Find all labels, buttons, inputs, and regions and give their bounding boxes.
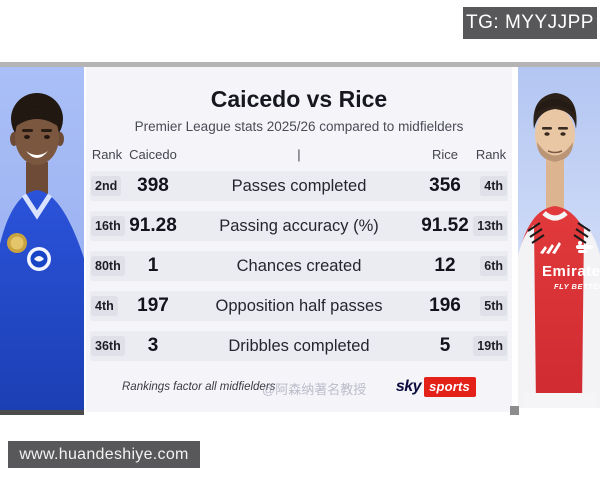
tg-watermark-box: TG: MYYJJPP	[463, 7, 597, 39]
graphic-top-border	[0, 62, 600, 67]
header-player-left: Caicedo	[129, 147, 177, 162]
stats-graphic: Caicedo vs Rice Premier League stats 202…	[0, 62, 600, 415]
value-right: 12	[434, 255, 456, 276]
corner-mark	[510, 406, 519, 415]
sky-sports-logo: sky sports	[396, 377, 476, 397]
value-left: 398	[137, 175, 169, 196]
header-player-right: Rice	[431, 147, 458, 162]
value-right: 91.52	[421, 215, 469, 236]
rank-badge-right: 5th	[480, 296, 507, 316]
arsenal-cannon-crest-icon	[576, 241, 593, 253]
table-row: 80th 1 Chances created 12 6th	[90, 251, 508, 281]
rice-illustration	[518, 93, 600, 408]
table-row: 4th 197 Opposition half passes 196 5th	[90, 291, 508, 321]
caicedo-illustration	[0, 93, 84, 410]
rank-badge-right: 6th	[480, 256, 507, 276]
stat-label: Dribbles completed	[228, 336, 370, 355]
panel-footer: Rankings factor all midfielders @阿森纳著名教授…	[90, 377, 508, 397]
photo-left-bottom-edge	[0, 410, 84, 415]
tg-watermark-label: TG: MYYJJPP	[466, 12, 594, 33]
website-watermark-box: www.huandeshiye.com	[8, 441, 200, 468]
value-right: 196	[429, 295, 461, 316]
sports-logo-word: sports	[424, 377, 476, 397]
rankings-note: Rankings factor all midfielders	[122, 381, 276, 393]
stat-label: Chances created	[236, 256, 362, 275]
header-rank-right: Rank	[475, 147, 507, 162]
rank-badge-left: 4th	[91, 296, 118, 316]
value-left: 3	[147, 335, 159, 356]
value-right: 356	[429, 175, 461, 196]
table-row: 16th 91.28 Passing accuracy (%) 91.52 13…	[90, 211, 508, 241]
header-divider: |	[297, 147, 301, 162]
rank-badge-left: 36th	[91, 336, 125, 356]
shirt-sponsor-text: Emirates	[542, 263, 600, 280]
player-photo-left-caicedo	[0, 67, 84, 410]
table-header-row: Rank Caicedo | Rice Rank	[90, 147, 508, 162]
adidas-logo-icon	[540, 242, 561, 254]
chelsea-crest-icon	[27, 247, 51, 271]
weibo-watermark: @阿森纳著名教授	[262, 382, 367, 397]
value-right: 5	[439, 335, 451, 356]
rank-badge-left: 80th	[91, 256, 125, 276]
page-subtitle: Premier League stats 2025/26 compared to…	[134, 119, 464, 134]
page-title: Caicedo vs Rice	[210, 86, 388, 112]
table-row: 2nd 398 Passes completed 356 4th	[90, 171, 508, 201]
website-watermark-label: www.huandeshiye.com	[19, 445, 189, 463]
header-rank-left: Rank	[91, 147, 123, 162]
stats-panel: Caicedo vs Rice Premier League stats 202…	[86, 67, 512, 412]
value-left: 1	[147, 255, 159, 276]
stat-label: Passes completed	[231, 176, 367, 195]
rank-badge-right: 4th	[480, 176, 507, 196]
smile	[26, 151, 48, 158]
captain-gold-badge-icon	[7, 233, 27, 253]
stat-label: Passing accuracy (%)	[219, 216, 379, 235]
stats-rows: 2nd 398 Passes completed 356 4th 16th 91…	[90, 171, 508, 361]
rank-badge-right: 19th	[473, 336, 507, 356]
rank-badge-right: 13th	[473, 216, 507, 236]
table-row: 36th 3 Dribbles completed 5 19th	[90, 331, 508, 361]
sky-logo-word: sky	[395, 378, 422, 395]
rank-badge-left: 16th	[91, 216, 125, 236]
rank-badge-left: 2nd	[91, 176, 122, 196]
value-left: 197	[137, 295, 169, 316]
value-left: 91.28	[129, 215, 177, 236]
shirt-tagline-text: FLY BETTER	[554, 282, 600, 291]
player-photo-right-rice: Emirates FLY BETTER	[518, 67, 600, 408]
stat-label: Opposition half passes	[215, 296, 383, 315]
